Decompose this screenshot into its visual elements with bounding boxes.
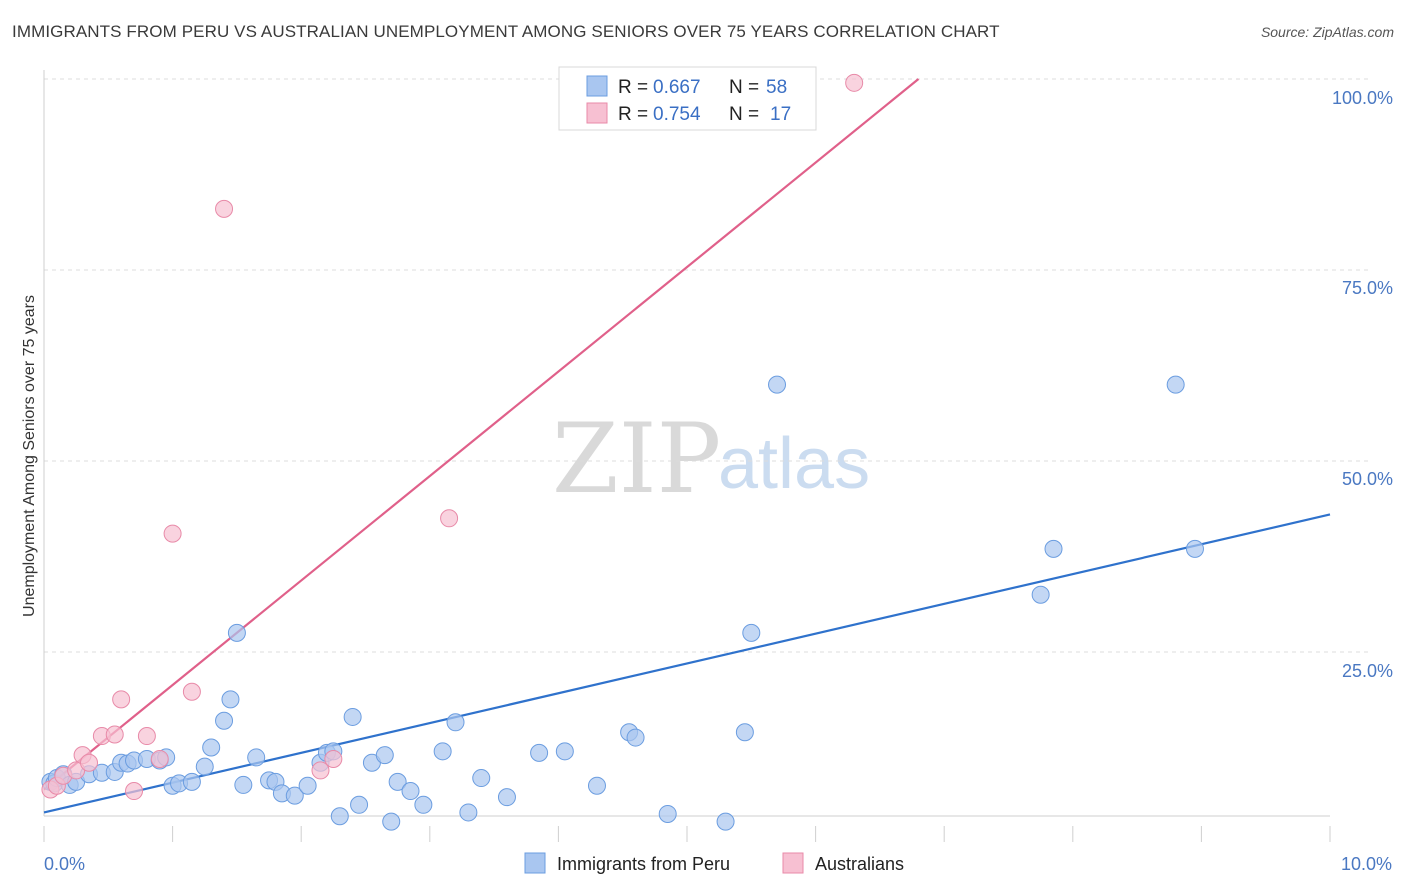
bottom-legend-swatch-peru xyxy=(524,852,546,874)
peru-trend-line xyxy=(43,513,1331,814)
y-tick-label-75: 75.0% xyxy=(1342,278,1393,298)
peru-point xyxy=(1185,539,1204,558)
bottom-legend-label-australians: Australians xyxy=(815,854,904,874)
y-axis-title: Unemployment Among Seniors over 75 years xyxy=(21,295,38,617)
australians-point xyxy=(324,749,343,768)
australians-point xyxy=(150,749,169,768)
peru-point xyxy=(330,807,349,826)
peru-point xyxy=(227,623,246,642)
peru-point xyxy=(716,812,735,831)
peru-point xyxy=(459,803,478,822)
peru-point xyxy=(414,795,433,814)
australians-point xyxy=(845,73,864,92)
series-legend: Immigrants from Peru Australians xyxy=(524,852,904,874)
y-tick-label-25: 25.0% xyxy=(1342,661,1393,681)
legend-n-label-peru: N = xyxy=(729,77,759,98)
peru-point xyxy=(221,690,240,709)
peru-point xyxy=(298,776,317,795)
watermark-atlas: atlas xyxy=(718,424,870,504)
bottom-legend-label-peru: Immigrants from Peru xyxy=(557,854,730,874)
peru-point xyxy=(735,723,754,742)
peru-point xyxy=(768,375,787,394)
x-tick-label-min: 0.0% xyxy=(44,854,85,874)
australians-point xyxy=(80,753,99,772)
peru-point xyxy=(446,713,465,732)
peru-point xyxy=(247,748,266,767)
peru-point xyxy=(497,788,516,807)
australians-point xyxy=(137,727,156,746)
legend-n-value-australians: 17 xyxy=(770,104,791,125)
peru-point xyxy=(285,786,304,805)
australians-point xyxy=(182,682,201,701)
watermark-zip: ZIP xyxy=(552,403,721,515)
source-label: Source: ZipAtlas.com xyxy=(1260,24,1394,40)
peru-point xyxy=(433,742,452,761)
peru-point xyxy=(530,743,549,762)
grid-layer xyxy=(44,78,1370,653)
australians-point xyxy=(311,761,330,780)
australians-point xyxy=(125,782,144,801)
legend-r-label-australians: R = xyxy=(618,104,648,125)
peru-point xyxy=(742,623,761,642)
peru-point xyxy=(472,769,491,788)
legend-n-label-australians: N = xyxy=(729,104,759,125)
legend-r-value-australians: 0.754 xyxy=(653,104,701,125)
peru-point xyxy=(202,738,221,757)
peru-point xyxy=(382,812,401,831)
peru-point xyxy=(343,707,362,726)
peru-point xyxy=(375,746,394,765)
chart-title: IMMIGRANTS FROM PERU VS AUSTRALIAN UNEMP… xyxy=(12,22,1000,41)
legend-n-value-peru: 58 xyxy=(766,77,787,98)
axis-layer xyxy=(43,70,1331,842)
peru-point xyxy=(1044,539,1063,558)
legend-r-label-peru: R = xyxy=(618,77,648,98)
australians-point xyxy=(112,690,131,709)
peru-point xyxy=(555,742,574,761)
point-layer xyxy=(41,73,1204,831)
y-tick-label-50: 50.0% xyxy=(1342,469,1393,489)
peru-point xyxy=(182,772,201,791)
legend-r-value-peru: 0.667 xyxy=(653,77,701,98)
peru-point xyxy=(195,757,214,776)
peru-point xyxy=(234,775,253,794)
peru-point xyxy=(1166,375,1185,394)
peru-point xyxy=(658,804,677,823)
australians-point xyxy=(440,509,459,528)
x-tick-label-max: 10.0% xyxy=(1341,854,1392,874)
peru-point xyxy=(587,776,606,795)
australians-point xyxy=(215,199,234,218)
bottom-legend-swatch-australians xyxy=(782,852,804,874)
australians-point xyxy=(105,725,124,744)
legend-swatch-australians xyxy=(586,102,608,124)
peru-point xyxy=(388,772,407,791)
correlation-legend: R = 0.667 N = 58 R = 0.754 N = 17 xyxy=(558,66,817,131)
legend-swatch-peru xyxy=(586,75,608,97)
peru-point xyxy=(215,711,234,730)
y-tick-labels: 25.0% 50.0% 75.0% 100.0% xyxy=(1332,88,1393,681)
peru-point xyxy=(1031,585,1050,604)
peru-point xyxy=(350,795,369,814)
y-tick-label-100: 100.0% xyxy=(1332,88,1393,108)
peru-point xyxy=(626,728,645,747)
australians-trend-line xyxy=(43,78,920,791)
peru-point xyxy=(401,782,420,801)
australians-point xyxy=(163,524,182,543)
